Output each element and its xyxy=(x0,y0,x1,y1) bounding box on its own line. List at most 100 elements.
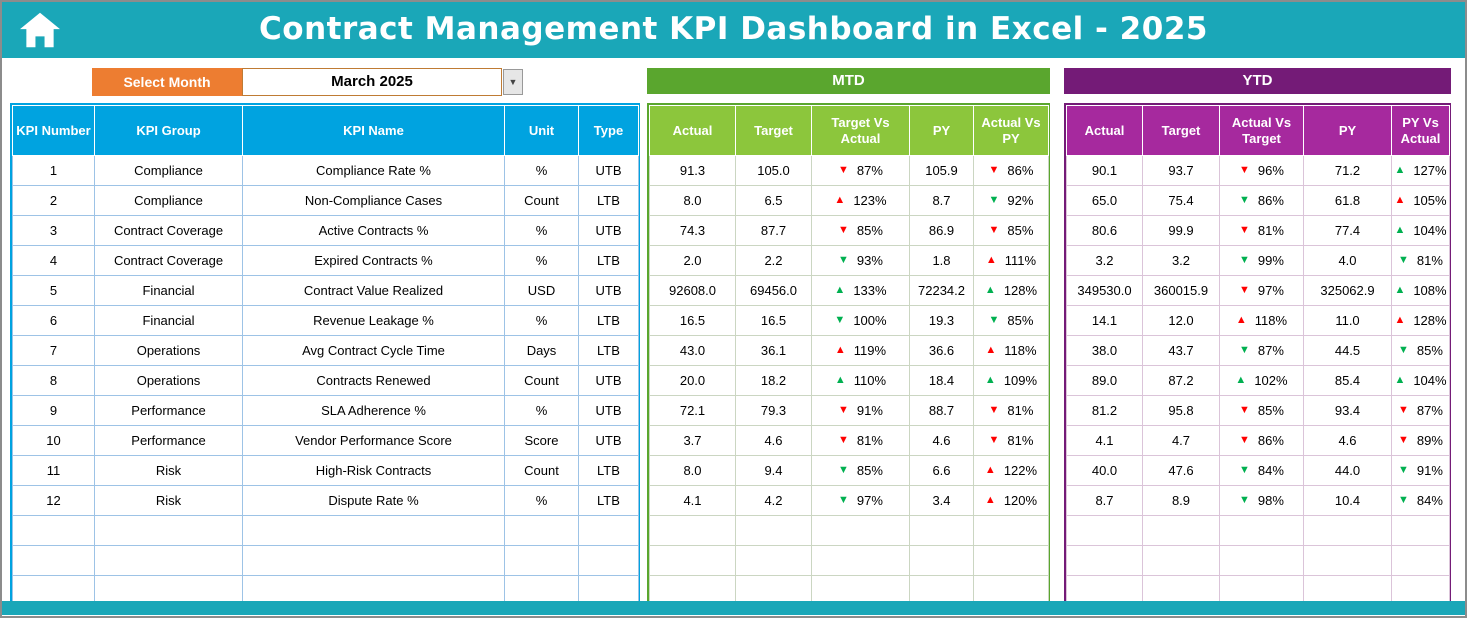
kpi-number-cell: 8 xyxy=(12,365,95,396)
ytd-target-cell: 4.7 xyxy=(1142,425,1220,456)
comparison-value: 105% xyxy=(1413,193,1447,208)
kpi-name-cell: High-Risk Contracts xyxy=(242,455,505,486)
kpi-group-cell: Operations xyxy=(94,335,243,366)
kpi-row: 1 Compliance Compliance Rate %% UTB xyxy=(12,155,639,186)
kpi-name-cell: Dispute Rate % xyxy=(242,485,505,516)
mtd-actual-vs-py-cell: ▼ 85% xyxy=(973,215,1049,246)
month-select-value[interactable]: March 2025 xyxy=(242,68,502,96)
mtd-actual-cell: 8.0 xyxy=(649,455,736,486)
empty-cell xyxy=(1142,575,1220,606)
col-header-kpi-group: KPI Group xyxy=(94,105,243,156)
type-cell: UTB xyxy=(578,155,639,186)
ytd-actual-cell: 3.2 xyxy=(1066,245,1143,276)
kpi-number-cell: 6 xyxy=(12,305,95,336)
comparison-value: 118% xyxy=(1254,313,1288,328)
mtd-target-vs-actual-cell: ▼ 93% xyxy=(811,245,910,276)
unit-cell: % xyxy=(504,215,579,246)
type-cell: LTB xyxy=(578,245,639,276)
comparison-value: 128% xyxy=(1003,283,1038,298)
mtd-target-vs-actual-cell: ▲ 110% xyxy=(811,365,910,396)
mtd-target-vs-actual-cell: ▼ 100% xyxy=(811,305,910,336)
ytd-actual-vs-target-cell: ▼ 96% xyxy=(1219,155,1304,186)
mtd-py-cell: 18.4 xyxy=(909,365,974,396)
mtd-target-vs-actual-cell: ▼ 81% xyxy=(811,425,910,456)
ytd-row: 65.0 75.4 ▼ 86% 61.8 ▲ 105% xyxy=(1066,185,1450,216)
mtd-target-cell: 69456.0 xyxy=(735,275,812,306)
trend-up-icon: ▲ xyxy=(834,374,846,386)
kpi-header-row: KPI Number KPI Group KPI Name Unit Type xyxy=(12,105,639,156)
trend-down-icon: ▼ xyxy=(1239,224,1250,236)
ytd-actual-cell: 90.1 xyxy=(1066,155,1143,186)
comparison-value: 120% xyxy=(1003,493,1038,508)
mtd-py-cell: 6.6 xyxy=(909,455,974,486)
kpi-name-cell: Expired Contracts % xyxy=(242,245,505,276)
comparison-value: 87% xyxy=(1416,403,1443,418)
mtd-target-vs-actual-cell: ▼ 91% xyxy=(811,395,910,426)
comparison-value: 81% xyxy=(1416,253,1443,268)
unit-cell: USD xyxy=(504,275,579,306)
kpi-row: 7 Operations Avg Contract Cycle Time Days LT… xyxy=(12,335,639,366)
ytd-py-vs-actual-cell: ▼ 85% xyxy=(1391,335,1450,366)
ytd-py-cell: 10.4 xyxy=(1303,485,1392,516)
ytd-target-cell: 93.7 xyxy=(1142,155,1220,186)
comparison-value: 81% xyxy=(1007,403,1034,418)
empty-cell xyxy=(504,545,579,576)
kpi-row: 2 Compliance Non-Compliance Cases Count LTB xyxy=(12,185,639,216)
mtd-row: 16.5 16.5 ▼ 100% 19.3 ▼ 85% xyxy=(649,305,1049,336)
ytd-actual-vs-target-cell: ▼ 85% xyxy=(1219,395,1304,426)
ytd-py-vs-actual-cell: ▲ 128% xyxy=(1391,305,1450,336)
ytd-py-vs-actual-cell: ▲ 108% xyxy=(1391,275,1450,306)
mtd-target-cell: 6.5 xyxy=(735,185,812,216)
empty-cell xyxy=(1303,515,1392,546)
kpi-name-cell: Compliance Rate % xyxy=(242,155,505,186)
ytd-actual-vs-target-cell: ▼ 86% xyxy=(1219,425,1304,456)
comparison-value: 104% xyxy=(1413,223,1447,238)
ytd-py-vs-actual-cell: ▲ 105% xyxy=(1391,185,1450,216)
month-dropdown-button[interactable]: ▼ xyxy=(503,69,523,95)
type-cell: LTB xyxy=(578,185,639,216)
home-icon[interactable] xyxy=(18,10,62,50)
empty-cell xyxy=(973,515,1049,546)
trend-up-icon: ▲ xyxy=(1394,224,1406,236)
empty-cell xyxy=(649,545,736,576)
comparison-value: 127% xyxy=(1413,163,1447,178)
mtd-target-cell: 105.0 xyxy=(735,155,812,186)
ytd-row: 81.2 95.8 ▼ 85% 93.4 ▼ 87% xyxy=(1066,395,1450,426)
col-header-type: Type xyxy=(578,105,639,156)
kpi-name-cell: Contract Value Realized xyxy=(242,275,505,306)
comparison-value: 102% xyxy=(1254,373,1288,388)
comparison-value: 85% xyxy=(1007,223,1034,238)
ytd-target-cell: 43.7 xyxy=(1142,335,1220,366)
trend-up-icon: ▲ xyxy=(834,284,846,296)
kpi-row: 10 Performance Vendor Performance Score Sco… xyxy=(12,425,639,456)
ytd-actual-vs-target-cell: ▼ 98% xyxy=(1219,485,1304,516)
type-cell: UTB xyxy=(578,425,639,456)
empty-cell xyxy=(909,575,974,606)
ytd-py-cell: 325062.9 xyxy=(1303,275,1392,306)
ytd-py-vs-actual-cell: ▼ 91% xyxy=(1391,455,1450,486)
mtd-actual-cell: 43.0 xyxy=(649,335,736,366)
kpi-name-cell: Non-Compliance Cases xyxy=(242,185,505,216)
ytd-py-vs-actual-cell: ▼ 84% xyxy=(1391,485,1450,516)
ytd-row: 4.1 4.7 ▼ 86% 4.6 ▼ 89% xyxy=(1066,425,1450,456)
kpi-row: 8 Operations Contracts Renewed Count UTB xyxy=(12,365,639,396)
empty-cell xyxy=(649,575,736,606)
empty-row xyxy=(1066,575,1450,606)
trend-down-icon: ▼ xyxy=(1398,494,1409,506)
empty-row xyxy=(12,575,639,606)
comparison-value: 98% xyxy=(1257,493,1284,508)
empty-cell xyxy=(242,575,505,606)
kpi-row: 5 Financial Contract Value Realized USD UTB xyxy=(12,275,639,306)
empty-row xyxy=(12,545,639,576)
comparison-value: 122% xyxy=(1003,463,1038,478)
kpi-number-cell: 1 xyxy=(12,155,95,186)
mtd-target-vs-actual-cell: ▲ 133% xyxy=(811,275,910,306)
empty-cell xyxy=(578,545,639,576)
empty-cell xyxy=(811,545,910,576)
ytd-actual-vs-target-cell: ▲ 102% xyxy=(1219,365,1304,396)
mtd-table-body: 91.3 105.0 ▼ 87% 105.9 ▼ 86% 8.0 6.5 ▲ 123% 8.7 ▼ 92%… xyxy=(649,155,1049,606)
mtd-actual-vs-py-cell: ▼ 81% xyxy=(973,425,1049,456)
mtd-row: 74.3 87.7 ▼ 85% 86.9 ▼ 85% xyxy=(649,215,1049,246)
empty-cell xyxy=(504,575,579,606)
mtd-actual-vs-py-cell: ▲ 120% xyxy=(973,485,1049,516)
